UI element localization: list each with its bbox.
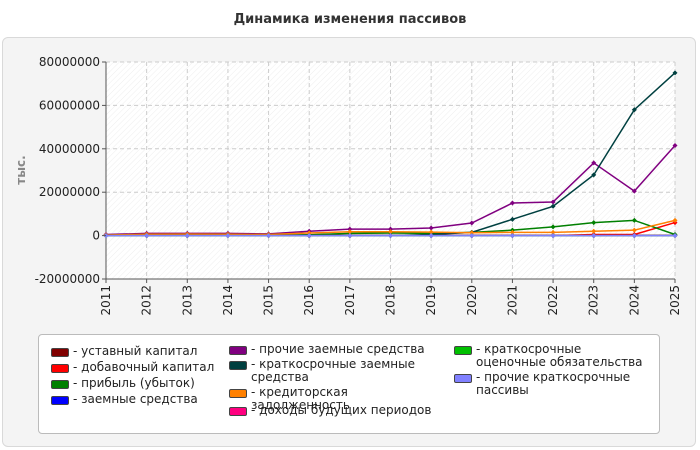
legend-label: - уставный капитал — [73, 344, 198, 358]
legend-item: - уставный капитал — [51, 345, 226, 358]
data-point — [306, 233, 312, 239]
data-point — [631, 188, 637, 194]
legend-swatch — [229, 346, 247, 355]
legend-label: - прибыль (убыток) — [73, 376, 195, 390]
data-point — [550, 233, 556, 239]
x-tick-label: 2012 — [140, 285, 154, 316]
data-point — [469, 220, 475, 226]
legend: - уставный капитал - добавочный капитал - … — [38, 334, 660, 434]
x-tick-label: 2023 — [587, 285, 601, 316]
legend-item: - прибыль (убыток) — [51, 377, 226, 390]
data-point — [306, 230, 312, 236]
data-point — [388, 226, 393, 232]
data-point — [591, 233, 597, 239]
data-point — [672, 143, 678, 149]
legend-item: - краткосрочные заемные средства — [229, 358, 449, 384]
data-point — [144, 233, 150, 239]
x-tick-label: 2024 — [627, 285, 641, 316]
x-tick-label: 2021 — [505, 285, 519, 316]
x-tick-label: 2015 — [262, 285, 276, 316]
legend-swatch — [51, 396, 69, 405]
legend-item: - доходы будущих периодов — [229, 404, 449, 417]
data-point — [388, 229, 393, 235]
legend-swatch — [454, 374, 472, 383]
data-point — [550, 203, 556, 209]
legend-item: - прочие заемные средства — [229, 343, 449, 356]
data-point — [509, 216, 515, 222]
x-tick-label: 2011 — [99, 285, 113, 316]
legend-item: - добавочный капитал — [51, 361, 226, 374]
y-axis-label: тыс. — [14, 155, 28, 184]
data-point — [631, 107, 637, 113]
data-point — [631, 227, 637, 233]
legend-item: - краткосрочные оценочные обязательства — [454, 343, 654, 369]
data-point — [591, 220, 597, 226]
x-tick-label: 2022 — [546, 285, 560, 316]
x-tick-label: 2013 — [180, 285, 194, 316]
data-point — [469, 233, 475, 239]
data-point — [672, 217, 678, 223]
y-tick-label: 60000000 — [39, 98, 100, 112]
data-point — [672, 70, 678, 76]
legend-swatch — [51, 348, 69, 357]
legend-label: - краткосрочные оценочные обязательства — [476, 342, 643, 369]
data-point — [509, 233, 515, 239]
data-point — [631, 217, 637, 223]
legend-label: - прочие заемные средства — [251, 342, 425, 356]
data-point — [184, 233, 190, 239]
x-tick-label: 2014 — [221, 285, 235, 316]
data-point — [388, 233, 393, 239]
y-tick-label: 20000000 — [39, 185, 100, 199]
legend-swatch — [229, 407, 247, 416]
x-tick-label: 2017 — [343, 285, 357, 316]
data-point — [469, 230, 475, 236]
data-point — [631, 233, 637, 239]
legend-swatch — [454, 346, 472, 355]
legend-label: - прочие краткосрочные пассивы — [476, 370, 631, 397]
data-point — [225, 233, 231, 239]
legend-swatch — [51, 380, 69, 389]
x-tick-label: 2018 — [384, 285, 398, 316]
data-point — [347, 226, 353, 232]
data-point — [591, 160, 597, 166]
data-point — [428, 229, 434, 235]
data-point — [347, 229, 353, 235]
legend-item: - заемные средства — [51, 393, 226, 406]
data-point — [550, 199, 556, 205]
data-point — [550, 229, 556, 235]
x-tick-label: 2019 — [424, 285, 438, 316]
data-point — [550, 224, 556, 230]
x-tick-label: 2025 — [668, 285, 682, 316]
data-point — [266, 233, 272, 239]
legend-label: - краткосрочные заемные средства — [251, 357, 415, 384]
data-point — [509, 200, 515, 206]
legend-item: - кредиторская задолженность — [229, 386, 449, 412]
legend-label: - кредиторская задолженность — [251, 385, 350, 412]
legend-item: - прочие краткосрочные пассивы — [454, 371, 654, 397]
legend-swatch — [51, 364, 69, 373]
y-tick-label: 40000000 — [39, 142, 100, 156]
data-point — [591, 228, 597, 234]
x-tick-label: 2016 — [302, 285, 316, 316]
legend-label: - доходы будущих периодов — [251, 403, 432, 417]
y-tick-label: -20000000 — [35, 272, 100, 286]
data-point — [672, 233, 678, 239]
data-point — [428, 225, 434, 231]
data-point — [347, 233, 353, 239]
data-point — [591, 172, 597, 178]
chart-title: Динамика изменения пассивов — [233, 12, 467, 27]
legend-label: - добавочный капитал — [73, 360, 215, 374]
legend-label: - заемные средства — [73, 392, 198, 406]
legend-swatch — [229, 361, 247, 370]
x-tick-label: 2020 — [465, 285, 479, 316]
data-point — [428, 233, 434, 239]
data-point — [509, 229, 515, 235]
y-tick-label: 80000000 — [39, 55, 100, 69]
y-tick-label: 0 — [92, 229, 100, 243]
legend-swatch — [229, 389, 247, 398]
